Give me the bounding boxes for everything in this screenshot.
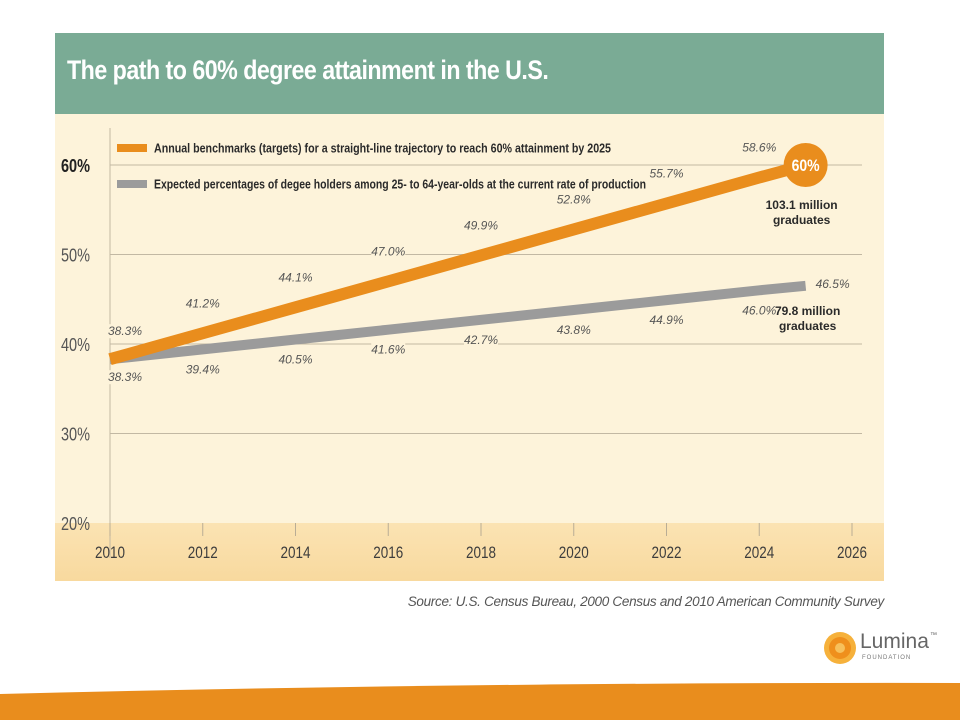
y-tick-label: 50%	[61, 246, 90, 266]
annotation-gray-line2: graduates	[779, 319, 837, 333]
data-label: 58.6%	[742, 141, 776, 155]
data-label: 43.8%	[557, 323, 591, 337]
logo-subtitle: FOUNDATION	[862, 655, 912, 661]
series-line-benchmark	[108, 159, 808, 365]
data-label-bg	[649, 313, 684, 328]
x-tick-label: 2018	[466, 543, 496, 562]
legend-label-1: Expected percentages of degee holders am…	[154, 178, 646, 192]
chart-title: The path to 60% degree attainment in the…	[67, 55, 549, 85]
y-tick-label: 40%	[61, 335, 90, 355]
data-label: 46.5%	[816, 277, 850, 291]
data-label: 52.8%	[557, 192, 591, 206]
data-label-bg	[649, 166, 684, 181]
data-label-bg	[556, 192, 591, 207]
data-label-bg	[108, 370, 142, 385]
axis-tick-layer: 2010 2012 2014 2016 2018 2020 2022 2024 2026 20% 3…	[61, 156, 867, 562]
sunburst-icon	[824, 632, 856, 664]
data-label: 41.6%	[371, 343, 405, 357]
data-label: 42.7%	[464, 333, 498, 347]
annotation-gray-line1: 79.8 million	[775, 304, 840, 318]
x-tick-label: 2010	[95, 543, 125, 562]
y-tick-label: 30%	[61, 425, 90, 445]
series-line-current-rate	[109, 280, 807, 365]
title-band: The path to 60% degree attainment in the…	[55, 33, 884, 114]
data-label-bg	[371, 244, 406, 259]
data-label-bg	[742, 140, 777, 155]
data-label-bg	[278, 352, 313, 367]
data-label: 49.9%	[464, 218, 498, 232]
data-label-bg	[556, 322, 591, 337]
data-label-bg	[185, 362, 220, 377]
x-tick-label: 2024	[744, 543, 774, 562]
data-label: 46.0%	[742, 303, 776, 317]
data-label: 38.3%	[108, 324, 142, 338]
annotation-orange-line2: graduates	[773, 213, 831, 227]
data-label-bg	[278, 270, 313, 285]
data-label: 40.5%	[278, 353, 312, 367]
data-label-bg	[742, 303, 777, 318]
x-tick-label: 2020	[559, 543, 589, 562]
y-tick-label: 20%	[61, 514, 90, 534]
data-label: 47.0%	[371, 244, 405, 258]
lumina-logo: Lumina ™ FOUNDATION	[822, 628, 942, 668]
line-chart: Annual benchmarks (targets) for a straig…	[55, 128, 884, 581]
data-label: 44.9%	[649, 313, 683, 327]
data-label: 39.4%	[186, 362, 220, 376]
data-label: 38.3%	[108, 370, 142, 384]
data-label-layer: 38.3% 41.2% 44.1% 47.0% 49.9% 52.8% 55.7% 58.6%…	[108, 140, 850, 385]
data-label-bg	[108, 324, 142, 339]
data-label-bg	[185, 296, 220, 311]
annotation-orange-line1: 103.1 million	[766, 198, 838, 212]
data-label-bg	[464, 332, 498, 347]
x-tick-label: 2026	[837, 543, 867, 562]
logo-trademark: ™	[930, 632, 937, 639]
data-label: 55.7%	[649, 166, 683, 180]
x-tick-label: 2012	[188, 543, 218, 562]
y-tick-label: 60%	[61, 156, 90, 176]
data-label: 44.1%	[278, 270, 312, 284]
legend: Annual benchmarks (targets) for a straig…	[117, 142, 646, 192]
logo-name: Lumina	[860, 630, 929, 653]
x-tick-label: 2014	[281, 543, 311, 562]
chart-card: The path to 60% degree attainment in the…	[55, 33, 884, 581]
data-label: 41.2%	[186, 296, 220, 310]
x-tick-label: 2022	[652, 543, 682, 562]
end-marker-label: 60%	[792, 156, 820, 175]
data-label-bg	[371, 342, 406, 357]
data-label-bg	[464, 218, 498, 233]
lower-band	[55, 523, 884, 581]
end-marker-circle	[783, 143, 828, 187]
footer-stripe	[0, 682, 960, 720]
source-note: Source: U.S. Census Bureau, 2000 Census …	[407, 594, 885, 609]
x-tick-label: 2016	[373, 543, 403, 562]
series-layer	[108, 159, 808, 365]
legend-label-0: Annual benchmarks (targets) for a straig…	[154, 142, 611, 156]
